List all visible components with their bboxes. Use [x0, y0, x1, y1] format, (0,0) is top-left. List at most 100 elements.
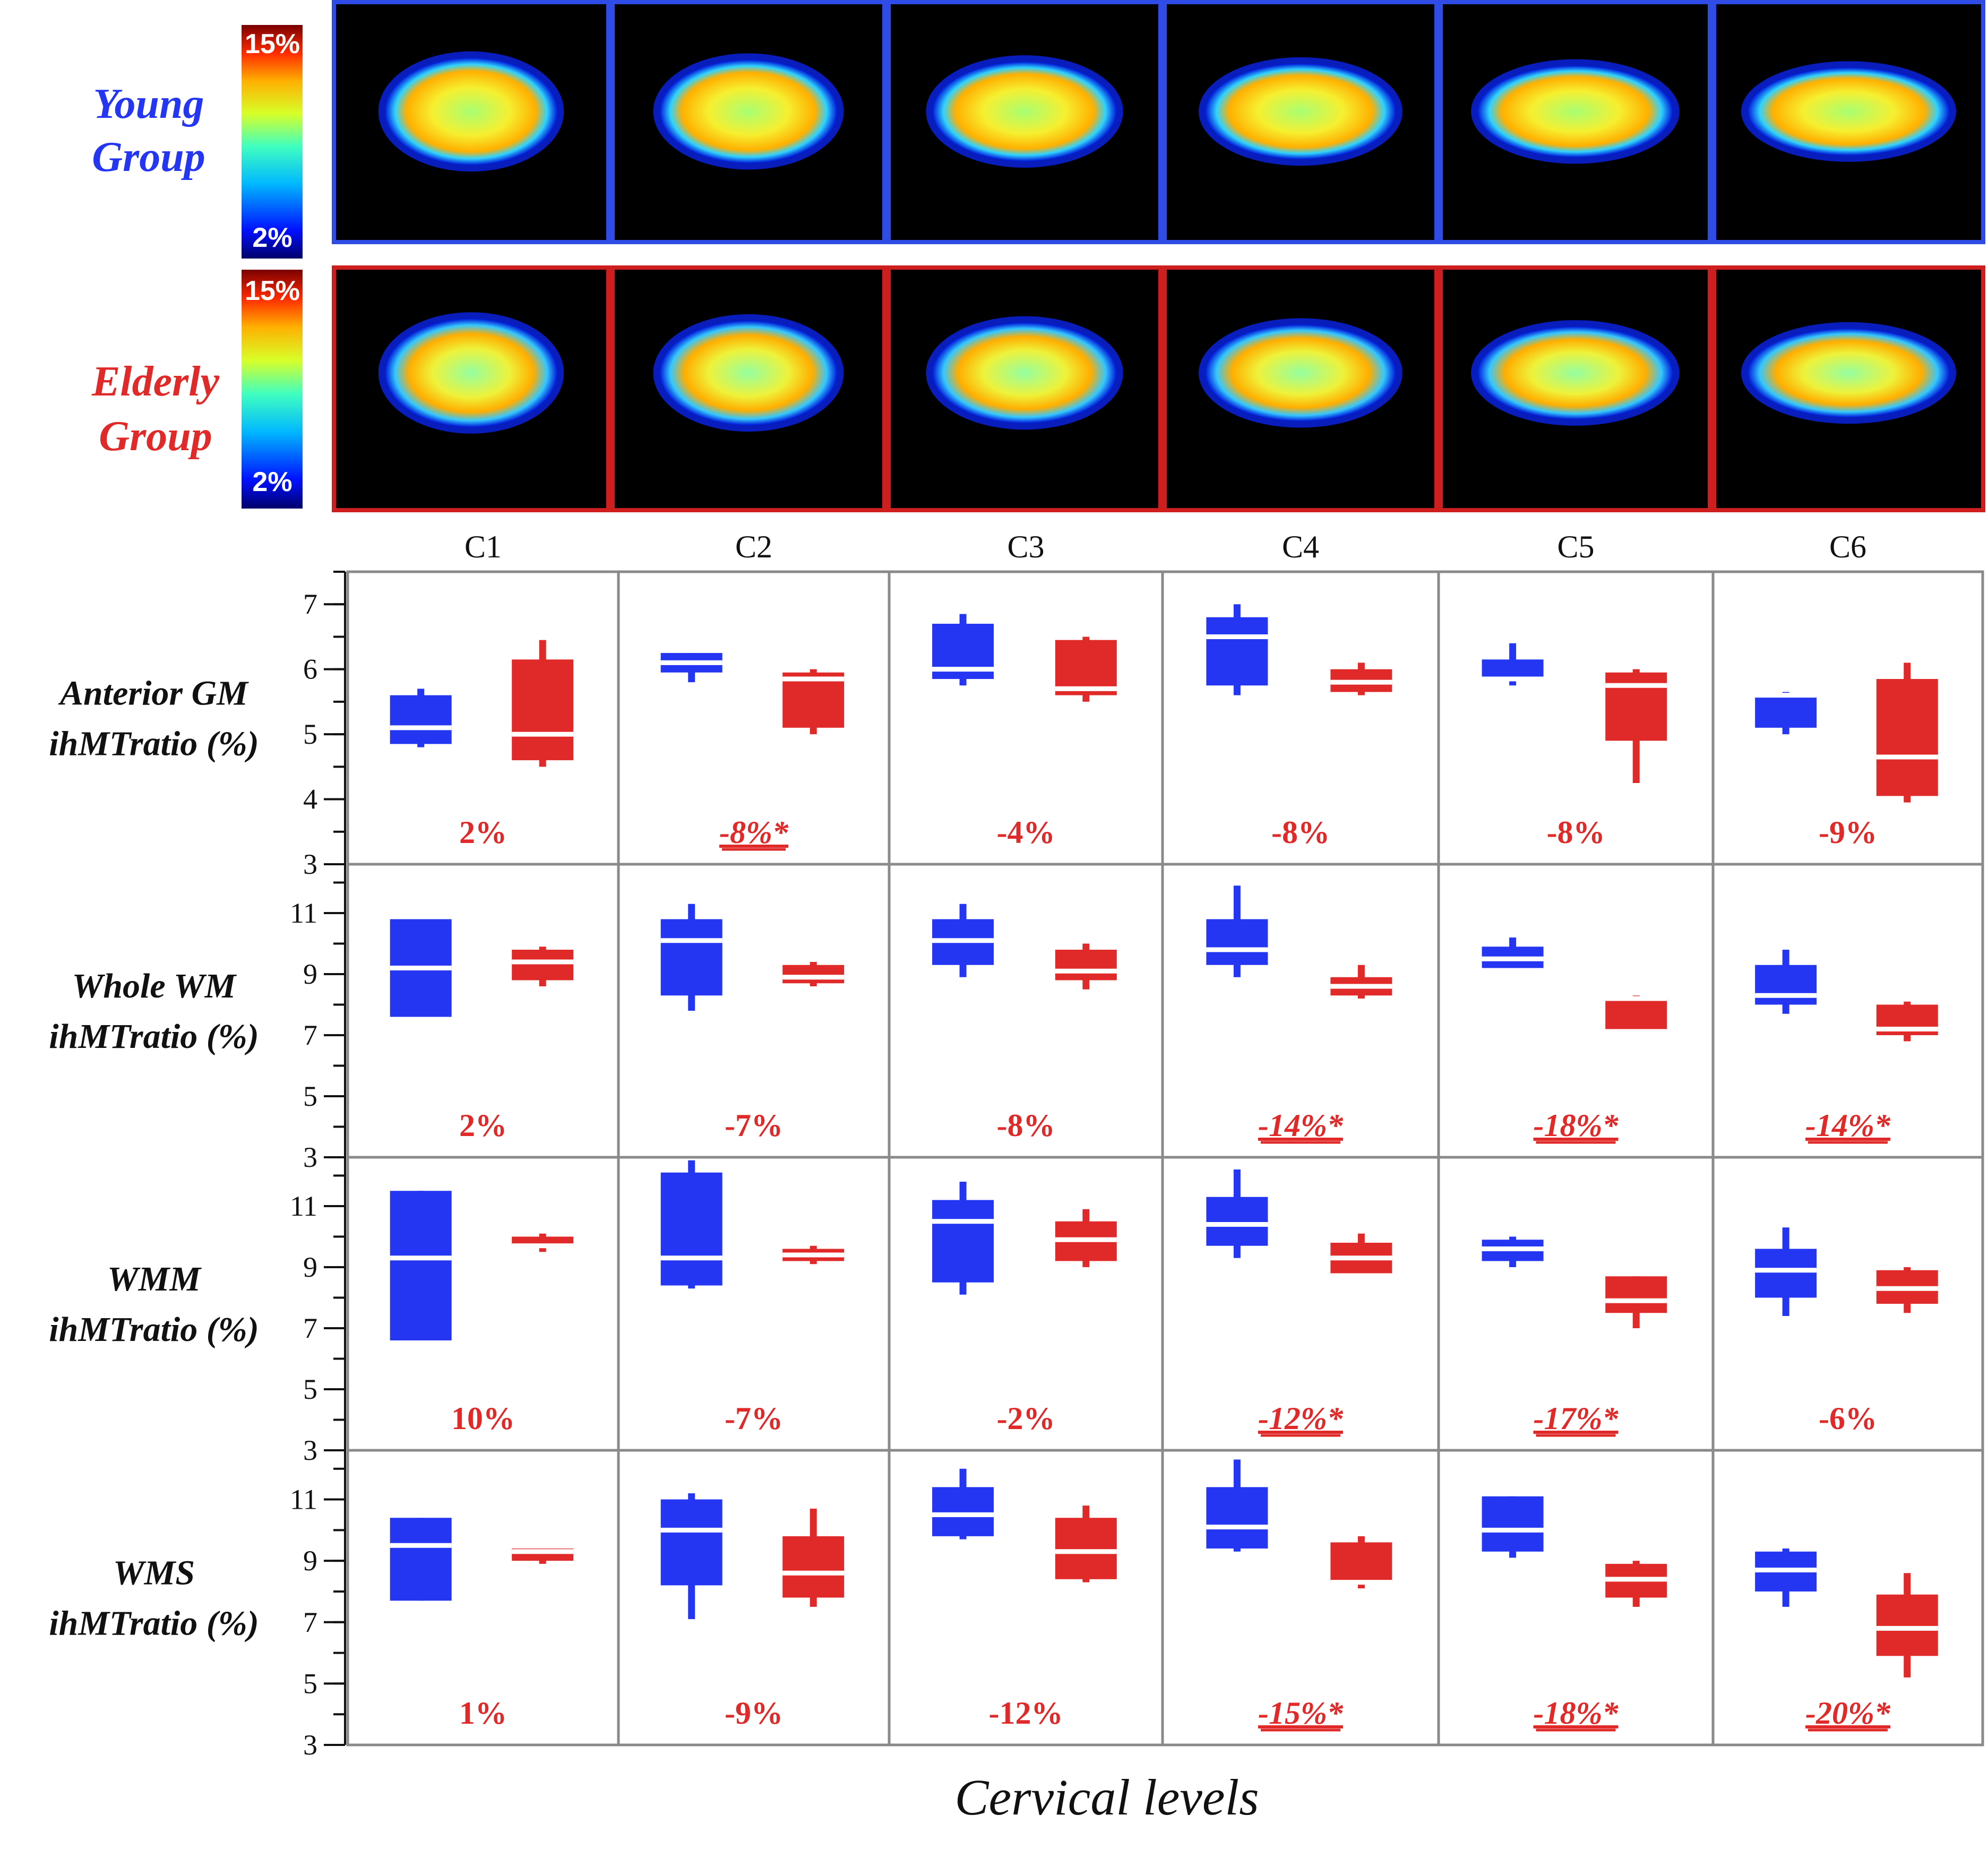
- cord-image-grid: [332, 0, 1985, 512]
- cord-image-young-c2: [610, 0, 887, 244]
- y-tick-label: 11: [290, 1190, 317, 1222]
- percent-diff-label: -12%*: [1258, 1401, 1344, 1436]
- level-label-c3: C3: [1007, 529, 1044, 564]
- box-young-c2: [660, 904, 722, 1011]
- colorbar-young-max-label: 15%: [245, 29, 300, 59]
- box-elderly-c1: [512, 947, 574, 986]
- cord-image-frame: [332, 265, 610, 512]
- panel-4: 3 5 7 9 11 WMS ihMTratio (%) 1% -9% -12% -15%* -18%…: [49, 1449, 1984, 1761]
- cord-signal: [1477, 326, 1673, 419]
- box-young-c5: [1482, 937, 1544, 968]
- y-tick-label: 11: [290, 1484, 317, 1516]
- box-young-c4: [1206, 885, 1268, 977]
- box-elderly-c6: [1876, 1267, 1938, 1313]
- x-axis-title: Cervical levels: [954, 1769, 1259, 1826]
- y-tick-label: 9: [303, 958, 317, 990]
- box-iqr: [660, 1172, 722, 1286]
- cord-image-frame: [610, 0, 887, 244]
- cord-signal: [1477, 65, 1673, 158]
- box-young-c2: [660, 1493, 722, 1619]
- y-tick-label: 6: [303, 653, 317, 685]
- panel-ylabel-line2: ihMTratio (%): [49, 1604, 259, 1643]
- level-label-c1: C1: [464, 529, 502, 564]
- box-young-c4: [1206, 604, 1268, 695]
- y-tick-label: 7: [303, 588, 317, 620]
- box-elderly-c4: [1330, 1233, 1392, 1274]
- box-elderly-c5: [1605, 1276, 1667, 1328]
- percent-diff-label: -8%: [1271, 815, 1330, 850]
- cord-image-young-c5: [1439, 0, 1712, 244]
- box-iqr: [782, 1536, 845, 1598]
- percent-diff-label: 2%: [459, 1108, 507, 1143]
- box-iqr: [1206, 1197, 1268, 1246]
- box-young-c2: [660, 653, 722, 683]
- box-iqr: [1755, 1249, 1817, 1298]
- box-elderly-c2: [782, 669, 845, 735]
- cord-signal: [932, 322, 1117, 424]
- box-elderly-c5: [1605, 669, 1667, 783]
- y-tick-label: 9: [303, 1251, 317, 1283]
- box-young-c3: [932, 904, 994, 977]
- panel-ylabel-line1: Whole WM: [72, 967, 237, 1005]
- box-elderly-c3: [1055, 1506, 1117, 1582]
- colorbar-elderly-gradient: [242, 270, 303, 509]
- panel-ylabel-line2: ihMTratio (%): [49, 1310, 259, 1349]
- box-iqr: [1482, 659, 1544, 679]
- box-young-c1: [390, 919, 452, 1017]
- cord-image-elderly-c6: [1712, 265, 1985, 512]
- cord-image-young-c1: [332, 0, 610, 244]
- box-iqr: [1605, 999, 1667, 1029]
- box-iqr: [1206, 919, 1268, 965]
- percent-diff-label: -9%: [1819, 815, 1877, 850]
- y-tick-label: 5: [303, 718, 317, 750]
- percent-diff-label: -18%*: [1534, 1108, 1619, 1143]
- cord-image-frame: [1163, 265, 1439, 512]
- percent-diff-label: -7%: [725, 1401, 783, 1436]
- elderly-group-label-line1: Elderly: [91, 358, 219, 405]
- percent-diff-label: -12%: [989, 1696, 1063, 1731]
- level-label-c2: C2: [735, 529, 772, 564]
- colorbar-young-min-label: 2%: [252, 222, 292, 253]
- box-young-c6: [1755, 1549, 1817, 1607]
- percent-diff-label: 1%: [459, 1696, 507, 1731]
- y-tick-label: 5: [303, 1080, 317, 1112]
- box-elderly-c1: [512, 640, 574, 767]
- box-elderly-c4: [1330, 663, 1392, 695]
- box-elderly-c2: [782, 1245, 845, 1265]
- panel-ylabel-line1: Anterior GM: [58, 674, 249, 713]
- box-iqr: [660, 919, 722, 996]
- box-iqr: [512, 659, 574, 761]
- box-elderly-c1: [512, 1549, 574, 1564]
- box-young-c6: [1755, 692, 1817, 735]
- box-young-c3: [932, 614, 994, 686]
- box-iqr: [390, 695, 452, 744]
- box-plot-panels: 3 4 5 6 7 Anterior GM ihMTratio (%) 2% -8%* -4% -8…: [49, 570, 1984, 1761]
- box-elderly-c6: [1876, 663, 1938, 803]
- level-label-c5: C5: [1557, 529, 1594, 564]
- percent-diff-label: -20%*: [1805, 1696, 1891, 1731]
- colorbar-young: 15% 2%: [242, 25, 303, 259]
- y-tick-label: 4: [303, 784, 317, 815]
- colorbar-elderly-min-label: 2%: [252, 467, 292, 497]
- cord-signal: [384, 319, 558, 427]
- percent-diff-label: -14%*: [1805, 1108, 1891, 1143]
- percent-diff-label: -8%*: [719, 815, 789, 850]
- panel-1: 3 4 5 6 7 Anterior GM ihMTratio (%) 2% -8%* -4% -8…: [49, 570, 1984, 880]
- percent-diff-label: -8%: [1547, 815, 1605, 850]
- y-tick-label: 9: [303, 1545, 317, 1577]
- percent-diff-label: -14%*: [1258, 1108, 1344, 1143]
- box-young-c5: [1482, 1236, 1544, 1267]
- box-iqr: [1876, 679, 1938, 796]
- box-iqr: [1755, 695, 1817, 728]
- y-tick-label: 3: [303, 1729, 317, 1761]
- box-young-c4: [1206, 1459, 1268, 1552]
- percent-diff-label: -2%: [997, 1401, 1055, 1436]
- cord-signal: [384, 57, 558, 166]
- cord-signal: [1747, 328, 1950, 418]
- box-elderly-c3: [1055, 1209, 1117, 1267]
- level-labels: C1 C2 C3 C4 C5 C6: [464, 529, 1866, 564]
- percent-diff-label: -15%*: [1258, 1696, 1344, 1731]
- box-young-c1: [390, 1518, 452, 1601]
- box-elderly-c4: [1330, 965, 1392, 999]
